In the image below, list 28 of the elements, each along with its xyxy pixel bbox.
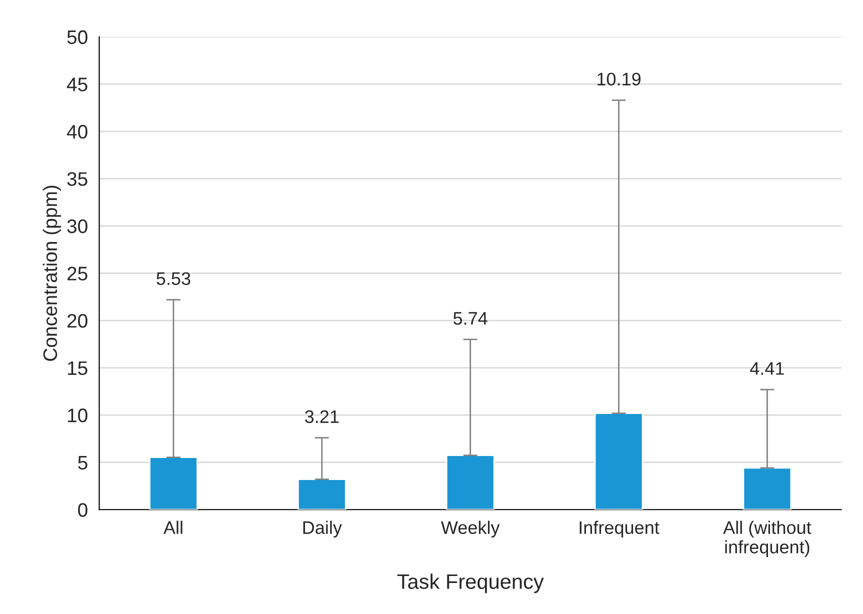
bar: [446, 454, 495, 510]
y-tick-label: 30: [67, 219, 88, 234]
y-tick-label: 40: [66, 124, 88, 139]
y-tick-label: 10: [68, 408, 88, 422]
y-tick-label: 50: [67, 30, 88, 44]
y-tick-label: 45: [66, 78, 88, 92]
y-tick-label: 25: [67, 266, 88, 280]
x-tick-label: Weekly: [440, 520, 500, 538]
annotation: 5.74: [453, 312, 488, 325]
annotation: 5.53: [156, 272, 190, 286]
x-axis-title: Task Frequency: [397, 574, 544, 594]
y-tick-label: 15: [68, 361, 88, 376]
y-axis-title: Concentration (ppm): [42, 186, 61, 361]
y-tick-label: 0: [78, 503, 88, 517]
y-tick-label: 5: [78, 456, 88, 470]
x-tick-label: Infrequent: [580, 520, 660, 538]
y-tick-label: 20: [67, 314, 88, 328]
y-tick-label: 35: [67, 172, 88, 186]
annotation: 4.41: [750, 362, 784, 375]
annotation: 3.21: [305, 410, 339, 424]
bar: [594, 412, 644, 510]
bar: [149, 456, 198, 510]
annotation: 10.19: [598, 72, 641, 86]
bar: [742, 467, 792, 510]
x-tick-label: All (without infrequent): [723, 520, 812, 558]
x-tick-label: Daily: [303, 520, 342, 538]
bar: [297, 478, 346, 510]
x-tick-label: All: [163, 520, 182, 534]
